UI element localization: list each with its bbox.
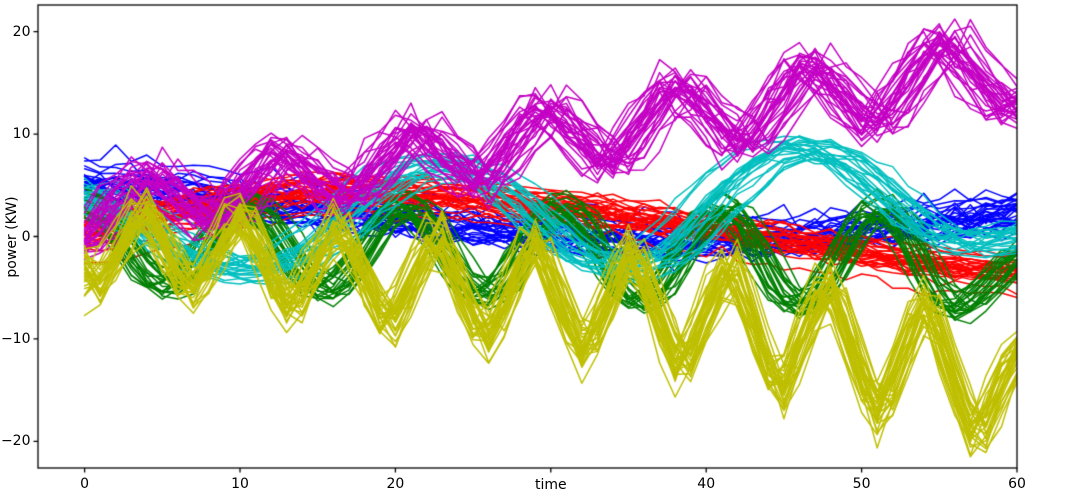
y-axis-label: power (KW) [4, 195, 20, 278]
x-tick-label: 60 [1008, 475, 1026, 492]
x-tick-label: 50 [852, 475, 871, 492]
x-tick-label: 20 [386, 475, 405, 492]
y-tick-label: −10 [0, 330, 31, 347]
x-tick-label: 0 [80, 475, 90, 492]
x-axis-label: time [534, 476, 567, 493]
x-tick-label: 10 [231, 475, 249, 492]
y-tick-label: 20 [12, 23, 31, 40]
y-tick-label: −20 [0, 433, 31, 450]
y-tick-label: 10 [12, 126, 31, 143]
y-tick-label: 0 [21, 228, 31, 245]
x-tick-label: 40 [697, 475, 716, 492]
